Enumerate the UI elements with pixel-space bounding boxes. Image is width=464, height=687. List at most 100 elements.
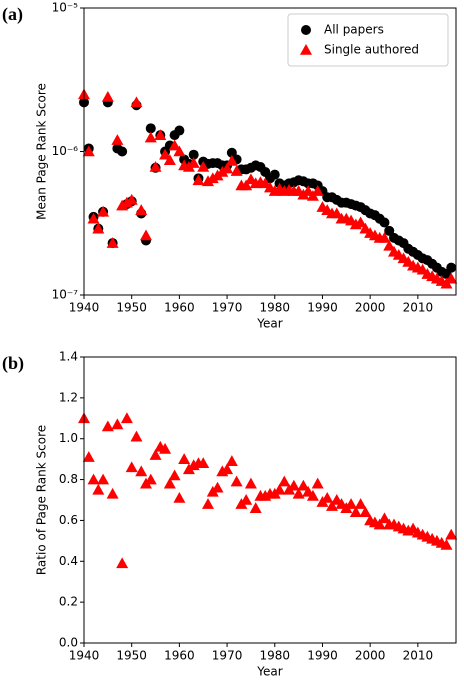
point [292,487,305,499]
x-tick-label: 1950 [116,649,147,663]
point [87,473,100,485]
y-tick-label: 0.6 [59,513,78,527]
x-tick-label: 1950 [116,301,147,315]
x-tick-label: 1960 [164,301,195,315]
point [297,479,310,491]
point [116,199,129,211]
point [125,193,138,205]
y-tick-label: 1.2 [59,390,78,404]
point [330,207,343,219]
legend-label: All papers [324,23,384,37]
point [230,475,243,487]
y-tick-label: 0.0 [59,636,78,650]
point [354,498,367,509]
x-tick-label: 1940 [69,301,100,315]
point [149,449,162,460]
point [168,469,181,481]
point [311,477,324,489]
point [163,477,176,489]
point [130,96,143,108]
point [244,477,257,489]
x-tick-label: 1980 [259,649,290,663]
point [120,412,133,424]
point [82,145,95,157]
axes-frame [83,356,457,644]
point [230,165,243,176]
point [97,473,110,485]
point [378,512,391,524]
legend-box [287,13,449,67]
point [206,172,219,184]
y-tick-label: 1.0 [59,431,78,445]
point [273,483,286,495]
point [116,557,129,569]
point [240,179,253,191]
point [278,475,291,487]
point [249,502,262,513]
point [354,216,367,228]
point [187,157,200,168]
point [202,175,214,187]
point [378,231,391,243]
point [446,262,457,273]
legend-marker [301,25,311,35]
point [159,148,172,160]
y-axis-label: Ratio of Page Rank Score [35,425,49,575]
point [379,217,390,228]
point [211,481,224,493]
point [87,212,100,224]
point [125,461,138,473]
point [92,222,105,234]
point [144,473,157,485]
point [120,196,133,208]
x-tick-label: 2000 [355,301,386,315]
point [101,90,114,102]
point [321,491,334,503]
x-tick-label: 1990 [307,301,338,315]
x-axis-label: Year [256,665,282,679]
y-axis-label: Mean Page Rank Score [35,83,49,220]
point [82,451,95,462]
point [306,489,319,501]
x-axis-label: Year [256,317,282,331]
point [188,149,199,160]
point [117,146,128,157]
y-tick-label: 10⁻⁷ [52,288,79,302]
point [225,455,238,466]
point [106,487,119,499]
x-tick-label: 2010 [403,649,434,663]
point [111,134,124,145]
panel-label: (a) [2,4,23,25]
y-tick-label: 1.4 [59,350,78,364]
point [101,420,114,432]
point [326,500,338,511]
point [373,518,386,530]
point [92,483,105,495]
point [221,162,234,174]
legend-marker [300,44,312,55]
point [445,528,458,540]
point [97,205,110,217]
point [106,237,119,248]
axes-frame [83,7,457,296]
point [130,430,143,442]
x-tick-label: 1940 [69,649,100,663]
legend-label: Single authored [324,43,419,57]
panel-label: (b) [2,353,24,374]
point [174,125,185,136]
x-tick-label: 2000 [355,649,386,663]
x-tick-label: 1960 [164,649,195,663]
x-tick-label: 1970 [212,301,243,315]
point [225,154,238,166]
point [287,479,300,491]
point [192,174,205,186]
point [221,463,234,475]
point [140,229,152,241]
x-tick-label: 2010 [403,301,434,315]
x-tick-label: 1990 [307,649,338,663]
point [173,491,186,503]
point [173,145,186,157]
y-tick-label: 0.4 [59,554,78,568]
point [384,225,395,236]
